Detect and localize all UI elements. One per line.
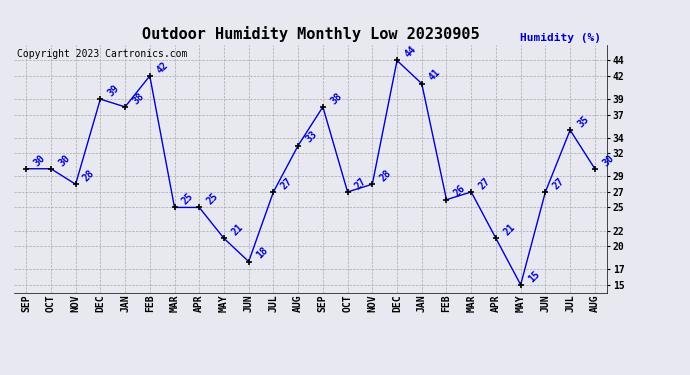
Text: 26: 26 bbox=[452, 183, 467, 199]
Text: 27: 27 bbox=[279, 176, 295, 191]
Text: Copyright 2023 Cartronics.com: Copyright 2023 Cartronics.com bbox=[17, 49, 187, 59]
Text: 21: 21 bbox=[502, 222, 517, 238]
Text: 21: 21 bbox=[230, 222, 245, 238]
Text: 44: 44 bbox=[402, 44, 418, 60]
Text: 27: 27 bbox=[551, 176, 566, 191]
Text: 15: 15 bbox=[526, 268, 542, 284]
Text: 18: 18 bbox=[254, 245, 270, 261]
Text: 35: 35 bbox=[575, 114, 591, 129]
Text: 38: 38 bbox=[130, 91, 146, 106]
Text: 30: 30 bbox=[32, 153, 47, 168]
Text: 41: 41 bbox=[427, 68, 443, 83]
Text: 39: 39 bbox=[106, 83, 121, 98]
Text: 30: 30 bbox=[57, 153, 72, 168]
Text: 30: 30 bbox=[600, 153, 615, 168]
Text: 42: 42 bbox=[155, 60, 170, 75]
Text: 27: 27 bbox=[477, 176, 492, 191]
Text: 38: 38 bbox=[328, 91, 344, 106]
Title: Outdoor Humidity Monthly Low 20230905: Outdoor Humidity Monthly Low 20230905 bbox=[141, 27, 480, 42]
Text: 28: 28 bbox=[378, 168, 393, 183]
Text: 27: 27 bbox=[353, 176, 368, 191]
Text: Humidity (%): Humidity (%) bbox=[520, 33, 601, 42]
Text: 28: 28 bbox=[81, 168, 97, 183]
Text: 33: 33 bbox=[304, 129, 319, 145]
Text: 25: 25 bbox=[180, 191, 195, 207]
Text: 25: 25 bbox=[205, 191, 220, 207]
